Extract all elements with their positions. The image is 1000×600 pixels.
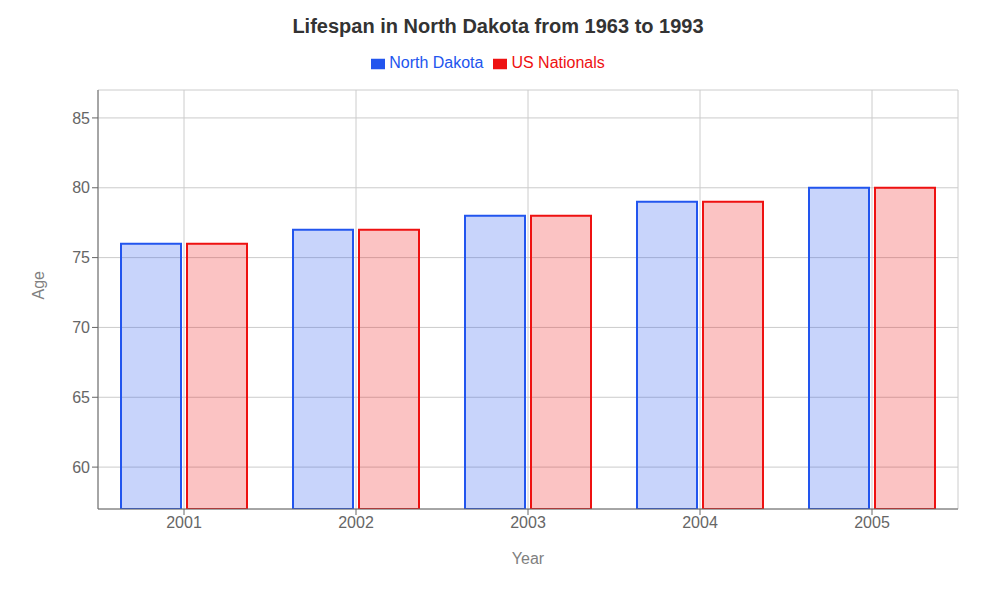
svg-text:80: 80 [72, 179, 90, 196]
svg-text:2002: 2002 [338, 514, 374, 531]
html-text:Lifespan in North Dakota from: Lifespan in North Dakota from 1963 to 19… [292, 15, 704, 37]
html-text:US Nationals: US Nationals [511, 54, 605, 71]
svg-text:Age: Age [30, 271, 47, 300]
svg-text:2004: 2004 [682, 514, 718, 531]
svg-text:2003: 2003 [510, 514, 546, 531]
svg-text:75: 75 [72, 249, 90, 266]
svg-text:2001: 2001 [166, 514, 202, 531]
html-text:North Dakota: North Dakota [389, 54, 484, 71]
svg-text:2005: 2005 [854, 514, 890, 531]
svg-text:60: 60 [72, 459, 90, 476]
svg-text:70: 70 [72, 319, 90, 336]
svg-text:Year: Year [512, 550, 545, 567]
svg-text:65: 65 [72, 389, 90, 406]
svg-text:85: 85 [72, 110, 90, 127]
